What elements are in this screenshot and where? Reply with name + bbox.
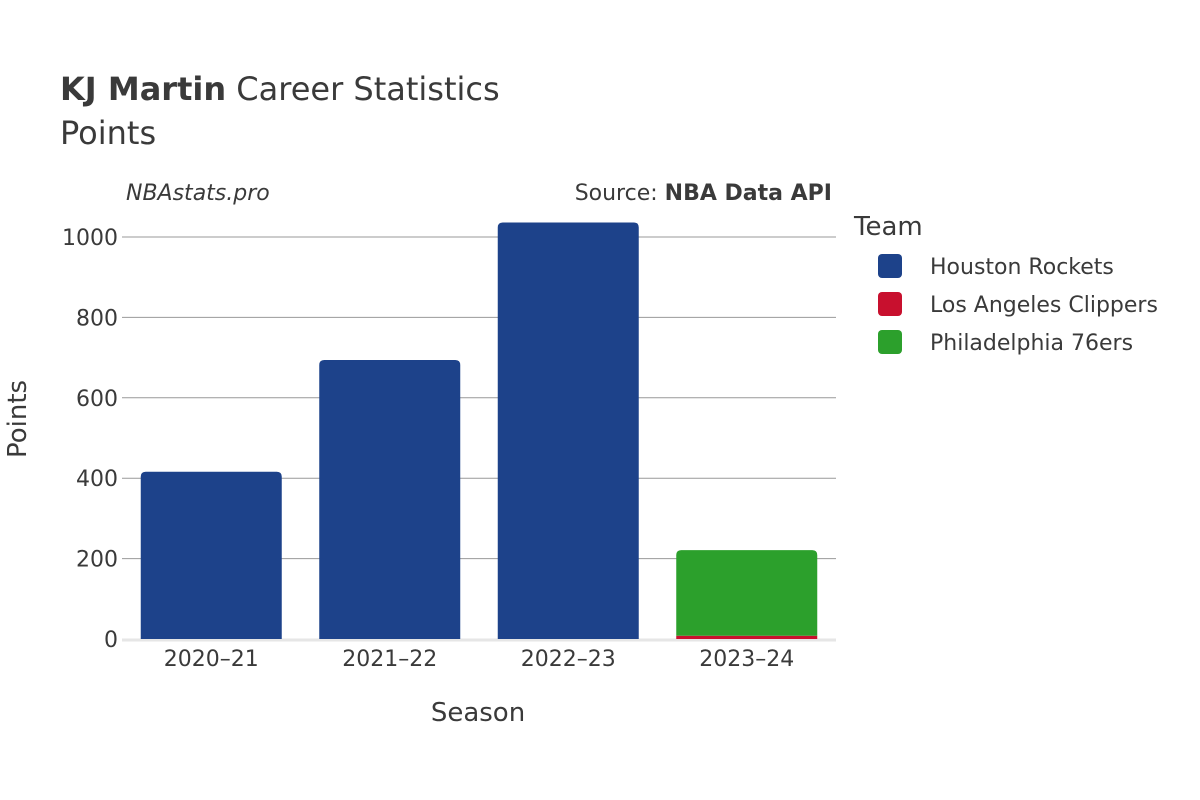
x-tick-label: 2021–22 xyxy=(342,647,437,672)
watermark: NBAstats.pro xyxy=(126,181,270,206)
x-tick-label: 2023–24 xyxy=(699,647,794,672)
legend-title: Team xyxy=(853,212,923,242)
legend-swatch xyxy=(878,292,902,316)
legend-label: Philadelphia 76ers xyxy=(930,331,1133,356)
bar-houston-rockets-2 xyxy=(319,360,461,639)
y-tick-label: 200 xyxy=(76,548,118,573)
legend-label: Houston Rockets xyxy=(930,255,1114,280)
legend-swatch xyxy=(878,330,902,354)
legend-label: Los Angeles Clippers xyxy=(930,293,1158,318)
y-axis-title: Points xyxy=(3,380,33,458)
y-tick-label: 800 xyxy=(76,306,118,331)
chart-title-player: KJ Martin xyxy=(60,70,226,108)
bar-houston-rockets-1 xyxy=(140,471,282,639)
x-axis-title: Season xyxy=(431,698,525,728)
source-name: NBA Data API xyxy=(665,181,832,206)
y-tick-label: 400 xyxy=(76,467,118,492)
x-axis-ticks: 2020–21 2021–22 2022–23 2023–24 xyxy=(164,647,794,672)
bar-philadelphia-76ers-4 xyxy=(676,550,818,636)
source-prefix: Source: xyxy=(575,181,665,206)
bars xyxy=(140,222,818,639)
x-tick-label: 2020–21 xyxy=(164,647,259,672)
bar-los-angeles-clippers-4 xyxy=(676,635,818,639)
y-tick-label: 1000 xyxy=(62,226,118,251)
chart-subtitle: Points xyxy=(60,114,156,152)
source-credit: Source: NBA Data API xyxy=(575,181,832,206)
legend-swatch xyxy=(878,254,902,278)
chart-title-rest: Career Statistics xyxy=(226,70,500,108)
y-tick-label: 600 xyxy=(76,387,118,412)
y-tick-label: 0 xyxy=(104,628,118,653)
bar-houston-rockets-3 xyxy=(497,222,639,639)
x-tick-label: 2022–23 xyxy=(521,647,616,672)
y-axis-ticks: 0 200 400 600 800 1000 xyxy=(62,226,118,653)
chart-title: KJ Martin Career Statistics xyxy=(60,70,500,108)
legend: Houston Rockets Los Angeles Clippers Phila… xyxy=(878,254,1158,356)
